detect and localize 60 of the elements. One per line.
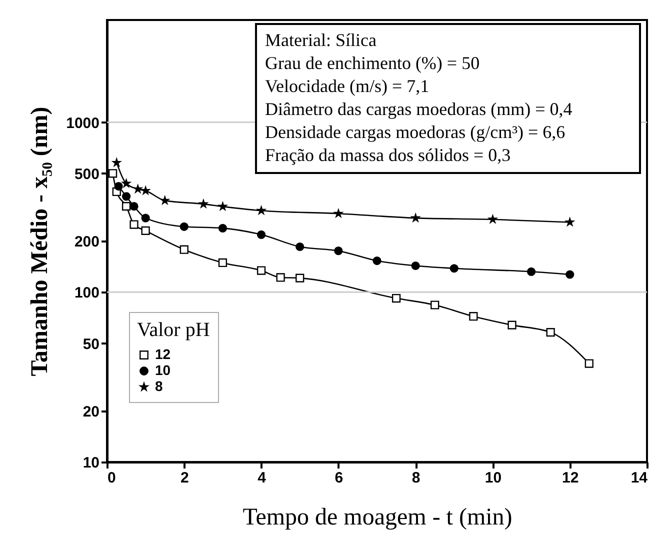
x-tick-label: 10 [484, 470, 502, 486]
point [256, 266, 266, 275]
x-tick-label: 14 [630, 470, 648, 486]
point [276, 273, 285, 282]
point [141, 226, 150, 235]
point [108, 169, 118, 178]
y-tick-label: 100 [74, 284, 100, 302]
point [450, 264, 458, 273]
x-tick-label: 0 [108, 470, 116, 486]
x-tick-label: 4 [258, 470, 267, 486]
point [430, 300, 440, 310]
point [372, 256, 382, 266]
annotation: Material: Sílica [265, 29, 378, 52]
x-tick-label: 6 [334, 470, 344, 486]
annotation: Fração da massa dos sólidos = 0,3 [265, 144, 512, 167]
point [296, 242, 304, 252]
point [130, 202, 138, 211]
point [130, 220, 138, 229]
point [334, 246, 343, 256]
point [508, 320, 516, 330]
legend-title: Valor pH [137, 319, 210, 341]
point [411, 261, 420, 270]
point [199, 200, 208, 208]
point [180, 245, 188, 254]
y-tick-label: 500 [74, 166, 100, 183]
x-axis-title: Tempo de moagem - t (min) [242, 504, 512, 530]
annotation: Grau de enchimento (%) = 50 [265, 52, 481, 75]
point [546, 328, 555, 337]
point [469, 312, 478, 321]
annotation: Velocidade (m/s) = 7,1 [265, 75, 430, 98]
point [411, 214, 420, 222]
x-tick-label: 2 [180, 470, 189, 486]
y-tick-label: 10 [82, 454, 100, 472]
point [392, 294, 401, 303]
y-tick-label: 1000 [66, 114, 100, 132]
annotation: Diâmetro das cargas moedoras (mm) = 0,4 [265, 98, 574, 121]
annotation: Densidade cargas moedoras (g/cm³) = 6,6 [265, 121, 566, 144]
point [180, 222, 188, 231]
point [334, 209, 343, 218]
point [141, 214, 150, 222]
point [114, 182, 123, 191]
point [218, 224, 228, 232]
point [584, 359, 594, 368]
x-tick-label: 8 [412, 470, 420, 486]
legend-label: 12 [155, 346, 171, 362]
point [526, 267, 536, 276]
point [122, 202, 131, 211]
y-axis-title: Tamanho Médio - x₅₀ (nm) [27, 106, 54, 376]
point [566, 270, 574, 279]
point [122, 192, 131, 201]
point [141, 186, 150, 194]
x-tick-label: 12 [562, 470, 579, 486]
y-tick-label: 50 [82, 336, 100, 353]
point [256, 230, 266, 239]
point [218, 258, 228, 268]
y-tick-label: 20 [82, 403, 100, 420]
point [296, 274, 304, 282]
legend-label: 10 [155, 362, 171, 378]
y-tick-label: 200 [74, 234, 100, 250]
legend-label: 8 [155, 378, 163, 394]
